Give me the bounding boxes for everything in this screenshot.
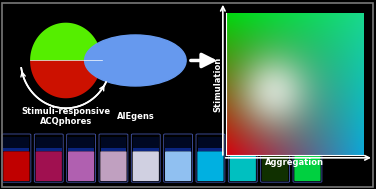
Bar <box>3 148 29 151</box>
Text: AIEgens: AIEgens <box>117 112 154 121</box>
Polygon shape <box>30 23 102 60</box>
FancyBboxPatch shape <box>165 151 191 181</box>
Bar <box>262 137 288 152</box>
Bar <box>230 148 256 151</box>
FancyBboxPatch shape <box>262 151 288 181</box>
Y-axis label: Stimulation: Stimulation <box>214 57 223 112</box>
Bar <box>100 137 126 152</box>
Bar <box>133 148 159 151</box>
Bar <box>100 148 126 151</box>
Bar <box>197 148 223 151</box>
Bar <box>68 148 94 151</box>
Bar <box>165 137 191 152</box>
FancyBboxPatch shape <box>230 151 256 181</box>
Bar <box>230 137 256 152</box>
Bar <box>133 137 159 152</box>
Circle shape <box>85 35 186 86</box>
Bar <box>294 137 320 152</box>
Bar <box>197 137 223 152</box>
X-axis label: Aggregation: Aggregation <box>265 158 324 167</box>
Bar <box>262 148 288 151</box>
FancyBboxPatch shape <box>294 151 321 181</box>
Bar <box>3 137 29 152</box>
Bar <box>294 148 320 151</box>
Polygon shape <box>30 60 102 98</box>
FancyBboxPatch shape <box>68 151 94 181</box>
Bar <box>165 148 191 151</box>
FancyBboxPatch shape <box>3 151 30 181</box>
Bar <box>36 148 62 151</box>
Text: Stimuli-responsive
ACQphores: Stimuli-responsive ACQphores <box>21 107 111 126</box>
FancyBboxPatch shape <box>133 151 159 181</box>
FancyBboxPatch shape <box>100 151 127 181</box>
FancyBboxPatch shape <box>197 151 224 181</box>
FancyBboxPatch shape <box>36 151 62 181</box>
Bar <box>68 137 94 152</box>
Bar <box>36 137 62 152</box>
